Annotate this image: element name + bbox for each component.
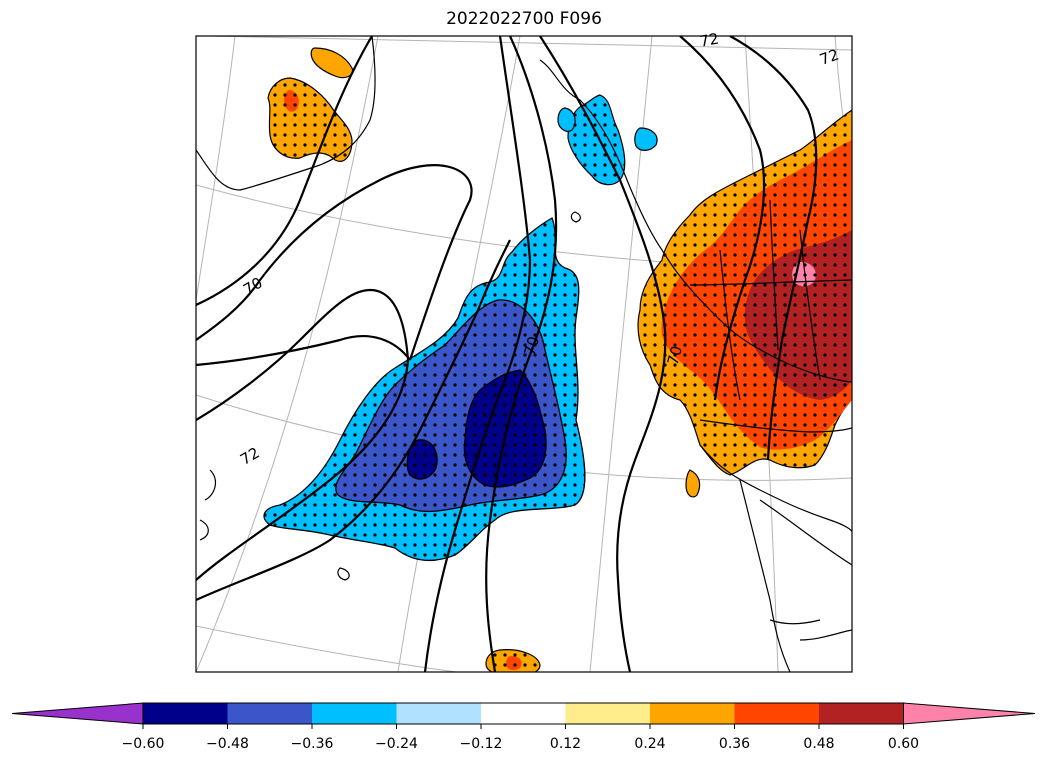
colorbar-tick-label: −0.24 <box>375 736 418 752</box>
colorbar-segment <box>650 703 735 724</box>
colorbar-extend-high <box>903 702 1036 725</box>
colorbar-segment <box>227 703 312 724</box>
contour-label: 70 <box>664 344 686 367</box>
colorbar-tick-label: 0.60 <box>888 736 919 752</box>
colorbar-tick-label: 0.12 <box>550 736 581 752</box>
colorbar-tick-label: 0.36 <box>719 736 750 752</box>
southern-positive-patch <box>485 649 541 672</box>
colorbar-segment <box>481 703 566 724</box>
height-contours <box>196 36 818 672</box>
colorbar-tick-label: −0.36 <box>291 736 334 752</box>
colorbar-segment <box>565 703 650 724</box>
contour-label: 72 <box>698 30 720 51</box>
coastlines <box>196 36 852 672</box>
colorbar-tick-label: 0.48 <box>803 736 834 752</box>
plot-title: 2022022700 F096 <box>446 9 602 29</box>
colorbar-segment <box>312 703 397 724</box>
colorbar-segment <box>143 703 228 724</box>
colorbar-tick-label: −0.60 <box>122 736 165 752</box>
colorbar-segment <box>734 703 819 724</box>
northwest-positive-patch <box>267 47 354 162</box>
positive-anomaly-region <box>637 109 852 498</box>
contour-label: 72 <box>817 45 841 68</box>
colorbar-segment <box>396 703 481 724</box>
map-frame <box>195 35 853 673</box>
contour-label: 70 <box>521 334 543 357</box>
colorbar-frame <box>142 702 904 725</box>
colorbar-extend-low <box>11 702 144 725</box>
colorbar-tick-label: 0.24 <box>634 736 665 752</box>
negative-anomaly-region <box>263 217 586 561</box>
colorbar-tick-label: −0.12 <box>460 736 503 752</box>
colorbar-segment <box>819 703 904 724</box>
colorbar-tick-label: −0.48 <box>206 736 249 752</box>
